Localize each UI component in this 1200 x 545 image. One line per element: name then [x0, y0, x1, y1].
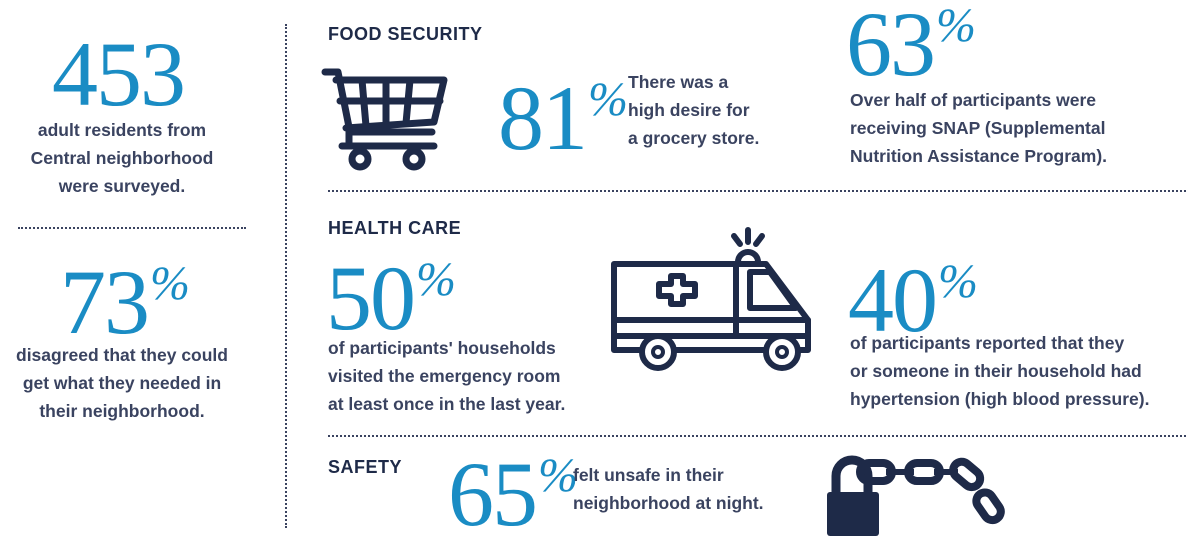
divider [18, 227, 246, 229]
text-line: neighborhood at night. [573, 493, 764, 513]
text-line: Nutrition Assistance Program). [850, 146, 1108, 166]
snap-description: Over half of participants were receiving… [850, 86, 1107, 170]
text-line: Over half of participants were [850, 90, 1097, 110]
text-line: disagreed that they could [16, 345, 228, 365]
hypertension-description: of participants reported that they or so… [850, 329, 1149, 413]
er-visit-description: of participants' households visited the … [328, 334, 565, 418]
shopping-cart-icon [321, 68, 448, 171]
unsafe-description: felt unsafe in their neighborhood at nig… [573, 461, 764, 517]
text-line: get what they needed in [22, 373, 222, 393]
ambulance-icon [611, 227, 811, 371]
text-line: at least once in the last year. [328, 394, 566, 414]
safety-heading: SAFETY [328, 457, 403, 477]
er-visit-percent: 50% [326, 247, 456, 349]
text-line: were surveyed. [58, 176, 186, 196]
residents-description: adult residents from Central neighborhoo… [0, 116, 244, 200]
text-line: of participants reported that they [850, 333, 1125, 353]
disagreed-percent: 73% [60, 251, 190, 353]
health-care-heading: HEALTH CARE [328, 218, 462, 238]
divider [328, 435, 1186, 437]
text-line: Central neighborhood [30, 148, 214, 168]
text-line: felt unsafe in their [573, 465, 724, 485]
hypertension-percent: 40% [848, 249, 978, 351]
text-line: or someone in their household had [850, 361, 1142, 381]
text-line: visited the emergency room [328, 366, 561, 386]
snap-percent: 63% [846, 0, 976, 95]
lock-chain-icon [827, 455, 1005, 536]
text-line: high desire for [628, 100, 750, 120]
text-line: receiving SNAP (Supplemental [850, 118, 1106, 138]
residents-count: 453 [52, 23, 186, 125]
text-line: their neighborhood. [39, 401, 205, 421]
grocery-desire-percent: 81% [498, 67, 628, 169]
text-line: There was a [628, 72, 729, 92]
vertical-divider [285, 24, 287, 528]
grocery-desire-description: There was a high desire for a grocery st… [628, 68, 759, 152]
text-line: hypertension (high blood pressure). [850, 389, 1150, 409]
text-line: adult residents from [37, 120, 207, 140]
unsafe-percent: 65% [448, 443, 578, 545]
divider [328, 190, 1186, 192]
food-security-heading: FOOD SECURITY [328, 24, 483, 44]
disagreed-description: disagreed that they could get what they … [0, 341, 244, 425]
text-line: of participants' households [328, 338, 556, 358]
text-line: a grocery store. [628, 128, 760, 148]
